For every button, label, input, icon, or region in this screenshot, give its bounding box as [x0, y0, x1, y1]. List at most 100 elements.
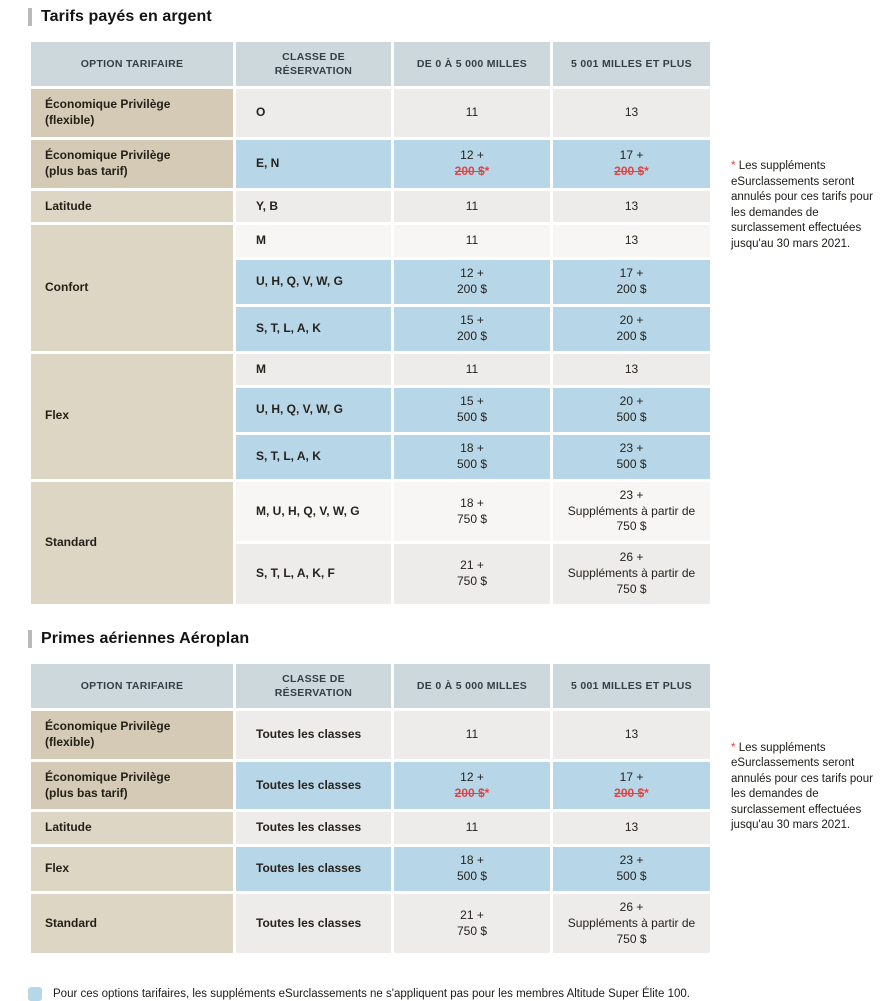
value-5001-milles-plus-cell: 23 +500 $ [550, 432, 713, 482]
tarifs-argent-table: OPTION TARIFAIRE CLASSE DE RÉSERVATION DE … [28, 38, 713, 607]
value-0-5000-milles-cell: 18 +750 $ [391, 478, 553, 545]
table-row: U, H, Q, V, W, G 12 +200 $17 +200 $ [30, 257, 713, 307]
side-note-primes-aeroplan: * Les suppléments eSurclassements seront… [731, 741, 877, 834]
value-0-5000-milles-cell: 11 [391, 222, 553, 261]
value-5001-milles-plus-cell: 20 +200 $ [550, 303, 713, 354]
note-text: Les suppléments eSurclassements seront a… [731, 741, 873, 832]
option-tarifaire-cell: Standard [28, 890, 236, 957]
value-0-5000-milles-cell: 12 +200 $ [391, 257, 553, 307]
table-row: S, T, L, A, K, F 21 +750 $26 + Suppléments… [30, 541, 713, 607]
option-tarifaire-cell: Économique Privilège (flexible) [28, 86, 236, 140]
table-row: Standard M, U, H, Q, V, W, G 18 +750 $23 +… [28, 478, 713, 607]
option-tarifaire-cell: Économique Privilège (plus bas tarif) [28, 758, 236, 813]
value-0-5000-milles-cell: 11 [391, 708, 553, 762]
option-tarifaire-cell: Latitude [28, 809, 236, 848]
option-tarifaire-cell: Flex [28, 844, 236, 894]
classe-reservation-cell: S, T, L, A, K [233, 432, 394, 482]
value-0-5000-milles-cell: 21 +750 $ [391, 541, 553, 607]
value-0-5000-milles-cell: 11 [391, 187, 553, 226]
value-0-5000-milles-cell: 11 [391, 86, 553, 140]
value-0-5000-milles-cell: 18 +500 $ [391, 432, 553, 482]
table-row: Confort M 11 13 [28, 222, 713, 354]
section-title: Primes aériennes Aéroplan [41, 629, 250, 647]
column-header: DE 0 À 5 000 MILLES [391, 38, 553, 90]
table-row: Standard Toutes les classes 21 +750 $26 + S… [28, 890, 713, 957]
value-5001-milles-plus-cell: 26 + Suppléments à partir de 750 $ [550, 541, 713, 607]
option-tarifaire-cell: Flex [28, 350, 236, 482]
primes-aeroplan-table: OPTION TARIFAIRE CLASSE DE RÉSERVATION DE … [28, 660, 713, 957]
option-tarifaire-cell: Standard [28, 478, 236, 607]
column-header: OPTION TARIFAIRE [28, 38, 236, 90]
option-tarifaire-cell: Confort [28, 222, 236, 354]
classe-reservation-cell: U, H, Q, V, W, G [233, 385, 394, 436]
classe-reservation-cell: O [233, 86, 394, 140]
column-header: OPTION TARIFAIRE [28, 660, 236, 712]
value-5001-milles-plus-cell: 13 [550, 86, 713, 140]
classe-reservation-cell: S, T, L, A, K, F [233, 541, 394, 607]
table-row: S, T, L, A, K 15 +200 $20 +200 $ [30, 303, 713, 354]
legend-blue-swatch [28, 987, 42, 1001]
classe-reservation-cell: Y, B [233, 187, 394, 226]
value-0-5000-milles-cell: 12 +200 $* [391, 758, 553, 813]
classe-reservation-cell: Toutes les classes [233, 844, 394, 894]
legend-text: Pour ces options tarifaires, les supplém… [53, 988, 690, 1001]
table-row: U, H, Q, V, W, G 15 +500 $20 +500 $ [30, 385, 713, 436]
value-5001-milles-plus-cell: 23 +500 $ [550, 844, 713, 894]
value-5001-milles-plus-cell: 26 + Suppléments à partir de 750 $ [550, 890, 713, 957]
value-5001-milles-plus-cell: 17 +200 $ [550, 257, 713, 307]
value-0-5000-milles-cell: 18 +500 $ [391, 844, 553, 894]
value-5001-milles-plus-cell: 13 [550, 222, 713, 261]
footer-legend: Pour ces options tarifaires, les supplém… [28, 987, 888, 1001]
table-row: Économique Privilège (plus bas tarif) Tout… [28, 758, 713, 813]
page-title: Tarifs payés en argent [41, 8, 212, 25]
section-primes-aeroplan: Primes aériennes Aéroplan OPTION TARIFAI… [28, 629, 888, 957]
classe-reservation-cell: Toutes les classes [233, 890, 394, 957]
value-0-5000-milles-cell: 11 [391, 350, 553, 389]
note-asterisk: * [731, 160, 736, 172]
table-row: Latitude Toutes les classes 11 13 [28, 809, 713, 848]
classe-reservation-cell: M, U, H, Q, V, W, G [233, 478, 394, 545]
title-accent-bar [28, 8, 32, 26]
column-header: 5 001 MILLES ET PLUS [550, 38, 713, 90]
value-5001-milles-plus-cell: 17 +200 $* [550, 137, 713, 191]
classe-reservation-cell: Toutes les classes [233, 708, 394, 762]
value-5001-milles-plus-cell: 13 [550, 350, 713, 389]
table-row: Économique Privilège (flexible) O 11 13 [28, 86, 713, 140]
table-row: Flex Toutes les classes 18 +500 $23 +500 $ [28, 844, 713, 894]
value-5001-milles-plus-cell: 17 +200 $* [550, 758, 713, 813]
option-tarifaire-cell: Économique Privilège (plus bas tarif) [28, 137, 236, 191]
option-tarifaire-cell: Latitude [28, 187, 236, 226]
classe-reservation-cell: Toutes les classes [233, 809, 394, 848]
classe-reservation-cell: M [233, 222, 394, 261]
classe-reservation-cell: E, N [233, 137, 394, 191]
value-0-5000-milles-cell: 11 [391, 809, 553, 848]
table-row: Économique Privilège (flexible) Toutes les… [28, 708, 713, 762]
value-0-5000-milles-cell: 12 +200 $* [391, 137, 553, 191]
value-0-5000-milles-cell: 21 +750 $ [391, 890, 553, 957]
value-0-5000-milles-cell: 15 +500 $ [391, 385, 553, 436]
value-5001-milles-plus-cell: 13 [550, 187, 713, 226]
column-header: CLASSE DE RÉSERVATION [233, 38, 394, 90]
column-header: DE 0 À 5 000 MILLES [391, 660, 553, 712]
value-5001-milles-plus-cell: 13 [550, 809, 713, 848]
column-header: 5 001 MILLES ET PLUS [550, 660, 713, 712]
classe-reservation-cell: U, H, Q, V, W, G [233, 257, 394, 307]
title-accent-bar [28, 629, 32, 648]
side-note-tarifs-argent: * Les suppléments eSurclassements seront… [731, 159, 877, 252]
classe-reservation-cell: M [233, 350, 394, 389]
value-5001-milles-plus-cell: 13 [550, 708, 713, 762]
note-text: Les suppléments eSurclassements seront a… [731, 160, 873, 250]
note-asterisk: * [731, 741, 736, 754]
section-title-primes-aeroplan: Primes aériennes Aéroplan [28, 629, 888, 648]
value-5001-milles-plus-cell: 20 +500 $ [550, 385, 713, 436]
table-row: S, T, L, A, K 18 +500 $23 +500 $ [30, 432, 713, 482]
option-tarifaire-cell: Économique Privilège (flexible) [28, 708, 236, 762]
table-row: Flex M 11 13 [28, 350, 713, 482]
table-row: Latitude Y, B 11 13 [28, 187, 713, 226]
table-row: Économique Privilège (plus bas tarif) E, N… [28, 137, 713, 191]
section-tarifs-argent: Tarifs payés en argent OPTION TARIFAIRE C… [28, 8, 888, 607]
value-0-5000-milles-cell: 15 +200 $ [391, 303, 553, 354]
column-header: CLASSE DE RÉSERVATION [233, 660, 394, 712]
section-title-tarifs-argent: Tarifs payés en argent [28, 8, 888, 26]
